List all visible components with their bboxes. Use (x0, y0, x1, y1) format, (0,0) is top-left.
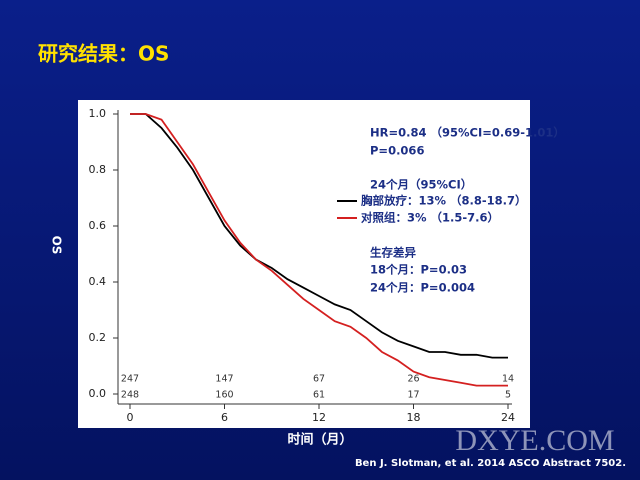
risk-count: 147 (215, 374, 233, 385)
risk-count: 248 (121, 390, 139, 401)
x-tick-label: 24 (501, 411, 515, 424)
chart-panel (78, 100, 530, 428)
annotation: 24个月：P=0.004 (370, 281, 475, 295)
risk-count: 247 (121, 374, 139, 385)
risk-count: 17 (407, 390, 419, 401)
annotation: 生存差异 (370, 246, 416, 260)
x-axis-label: 时间（月） (287, 432, 352, 448)
survival-curve (130, 113, 508, 387)
watermark: DXYE.COM (455, 424, 614, 457)
risk-count: 5 (505, 390, 511, 401)
risk-count: 61 (313, 390, 325, 401)
citation: Ben J. Slotman, et al. 2014 ASCO Abstrac… (355, 458, 626, 469)
annotation: HR=0.84 （95%CI=0.69-1.01） (370, 126, 565, 140)
y-tick-label: 0.4 (89, 275, 107, 288)
annotation: P=0.066 (370, 144, 424, 158)
annotation: 18个月：P=0.03 (370, 263, 467, 277)
y-axis-label: OS (50, 236, 64, 255)
risk-count: 14 (502, 374, 514, 385)
x-tick-label: 18 (407, 411, 421, 424)
risk-count: 26 (407, 374, 419, 385)
legend-title: 24个月（95%CI） (370, 178, 472, 192)
survival-curve (130, 113, 508, 359)
x-tick-label: 12 (312, 411, 326, 424)
risk-count: 67 (313, 374, 325, 385)
legend-label: 对照组：3% （1.5-7.6） (361, 211, 499, 225)
y-tick-label: 0.2 (89, 331, 107, 344)
y-tick-label: 0.6 (89, 219, 107, 232)
y-tick-label: 1.0 (89, 107, 107, 120)
legend-label: 胸部放疗：13% （8.8-18.7） (361, 194, 527, 208)
risk-count: 160 (215, 390, 233, 401)
x-tick-label: 6 (221, 411, 228, 424)
slide-title: 研究结果：OS (38, 42, 169, 66)
x-tick-label: 0 (127, 411, 134, 424)
y-tick-label: 0.0 (89, 387, 107, 400)
y-tick-label: 0.8 (89, 163, 107, 176)
